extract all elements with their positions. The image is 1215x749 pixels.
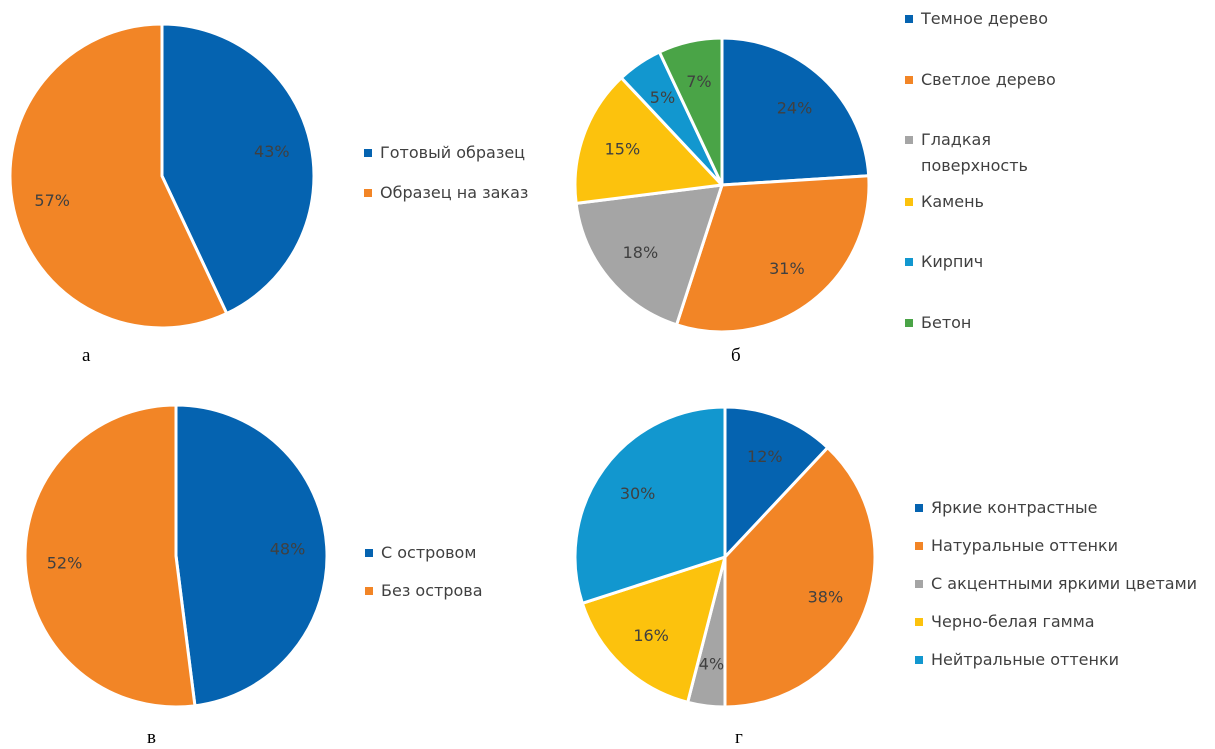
data-label-g-2: 38% xyxy=(808,587,844,606)
data-label-g-1: 12% xyxy=(747,447,783,466)
pie-chart-a: 43% 57% xyxy=(8,22,316,330)
data-label-b-3: 18% xyxy=(623,243,659,262)
data-label-b-4: 15% xyxy=(605,140,641,159)
pie-slice-g-2 xyxy=(723,446,877,709)
data-label-b-6: 7% xyxy=(686,72,711,91)
legend-label: Светлое дерево xyxy=(921,70,1056,89)
legend-swatch xyxy=(365,549,373,557)
legend-swatch xyxy=(364,149,372,157)
legend-label: Без острова xyxy=(381,581,483,600)
pie-slice-a-2 xyxy=(8,22,229,330)
panel-label-v: в xyxy=(147,727,156,748)
panel-label-a: а xyxy=(82,345,91,366)
data-label-v-1: 48% xyxy=(270,540,306,559)
legend-swatch xyxy=(915,656,923,664)
legend-label: Черно-белая гамма xyxy=(931,612,1095,631)
legend-label: Бетон xyxy=(921,313,972,332)
legend-swatch xyxy=(915,542,923,550)
pie-chart-g: 12% 38% 4% 16% 30% xyxy=(573,405,877,709)
legend-swatch xyxy=(915,580,923,588)
legend-label: Камень xyxy=(921,192,984,211)
panel-label-g: г xyxy=(735,727,743,748)
panel-label-b: б xyxy=(731,345,741,366)
legend-swatch xyxy=(905,15,913,23)
data-label-g-4: 16% xyxy=(633,626,669,645)
pie-chart-b: 24% 31% 18% 15% 5% 7% xyxy=(573,36,871,334)
legend-label: Кирпич xyxy=(921,252,984,271)
legend-swatch xyxy=(905,136,913,144)
legend-label: Натуральные оттенки xyxy=(931,536,1119,555)
pie-chart-v: 48% 52% xyxy=(23,403,329,709)
pie-slice-g-5 xyxy=(573,405,727,605)
legend-label: Темное дерево xyxy=(921,9,1048,28)
pie-slice-g-1 xyxy=(723,405,830,559)
legend-swatch xyxy=(365,587,373,595)
pie-slice-b-3 xyxy=(574,183,724,327)
legend-swatch xyxy=(905,258,913,266)
pie-slice-b-6 xyxy=(657,36,724,187)
legend-swatch xyxy=(915,618,923,626)
data-label-b-5: 5% xyxy=(650,88,675,107)
legend-swatch xyxy=(905,319,913,327)
pie-slice-v-2 xyxy=(23,403,197,709)
legend-label: С островом xyxy=(381,543,477,562)
pie-slice-v-1 xyxy=(174,403,329,708)
pie-slice-b-1 xyxy=(720,36,871,187)
data-label-v-2: 52% xyxy=(47,554,83,573)
legend-label: С акцентными яркими цветами xyxy=(931,574,1198,593)
legend-label: Готовый образец xyxy=(380,143,526,162)
legend-swatch xyxy=(364,189,372,197)
data-label-g-3: 4% xyxy=(699,655,724,674)
legend-swatch xyxy=(905,198,913,206)
data-label-g-5: 30% xyxy=(620,484,656,503)
legend-swatch xyxy=(905,76,913,84)
data-label-a-1: 43% xyxy=(254,142,290,161)
legend-label: Нейтральные оттенки xyxy=(931,650,1120,669)
pie-slice-b-4 xyxy=(573,76,724,205)
data-label-b-2: 31% xyxy=(769,259,805,278)
data-label-b-1: 24% xyxy=(777,98,813,117)
data-label-a-2: 57% xyxy=(34,191,70,210)
legend-label: Гладкая поверхность xyxy=(921,130,1028,175)
pie-slice-b-2 xyxy=(675,174,871,334)
legend-swatch xyxy=(915,504,923,512)
pie-slice-a-1 xyxy=(160,22,316,316)
legend-label: Образец на заказ xyxy=(380,183,529,202)
legend-label: Яркие контрастные xyxy=(931,498,1098,517)
